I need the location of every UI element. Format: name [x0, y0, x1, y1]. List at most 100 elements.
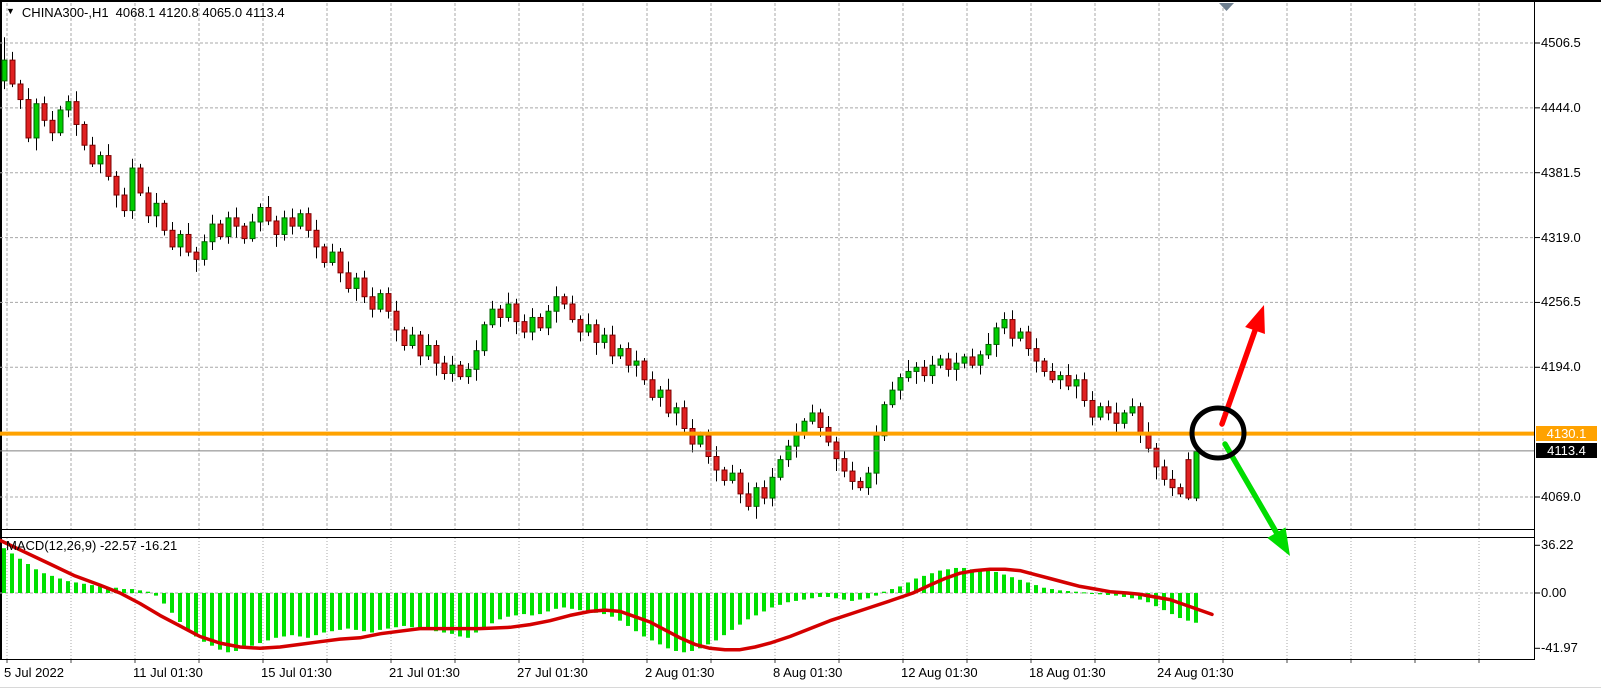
macd-histogram-bar — [282, 593, 286, 637]
macd-histogram-bar — [658, 593, 662, 645]
candle-bull — [873, 435, 880, 474]
macd-histogram-bar — [1162, 593, 1166, 611]
macd-histogram-bar — [1122, 593, 1126, 597]
candle-bear — [49, 119, 56, 134]
candle-bull — [201, 241, 208, 260]
candle-bull — [449, 364, 456, 375]
candle-bull — [409, 334, 416, 346]
candle-bear — [305, 213, 312, 231]
macd-histogram-bar — [842, 593, 846, 600]
macd-histogram-bar — [970, 569, 974, 593]
candle-bull — [617, 348, 624, 357]
candle-bull — [225, 217, 232, 238]
candle-bear — [1137, 406, 1144, 435]
macd-histogram-bar — [690, 593, 694, 651]
candle-bull — [633, 360, 640, 366]
macd-histogram-bar — [146, 591, 150, 593]
macd-histogram-bar — [130, 589, 134, 593]
candle-bear — [849, 470, 856, 482]
macd-histogram-bar — [1154, 593, 1158, 607]
macd-histogram-bar — [90, 585, 94, 593]
macd-histogram-bar — [210, 593, 214, 646]
macd-histogram-bar — [618, 593, 622, 621]
price-axis-label: 4319.0 — [1541, 229, 1581, 245]
macd-histogram-bar — [394, 593, 398, 628]
macd-histogram-bar — [962, 567, 966, 593]
macd-histogram-bar — [74, 582, 78, 593]
candle-bull — [209, 223, 216, 243]
candle-bear — [1145, 433, 1152, 449]
orange-line-price-badge: 4130.1 — [1536, 426, 1597, 442]
candle-bear — [665, 389, 672, 414]
macd-histogram-bar — [194, 593, 198, 637]
candle-bull — [1097, 406, 1104, 418]
candle-bull — [865, 472, 872, 489]
sell-arrow-head[interactable] — [1267, 527, 1290, 556]
candle-bull — [1057, 375, 1064, 381]
candle-bull — [97, 155, 104, 165]
object-anchor-icon[interactable] — [1219, 3, 1234, 11]
highlight-circle[interactable] — [1189, 405, 1247, 461]
macd-histogram-bar — [554, 593, 558, 609]
macd-histogram-bar — [402, 593, 406, 626]
macd-histogram-bar — [426, 593, 430, 630]
candle-bear — [497, 308, 504, 318]
macd-histogram-bar — [474, 593, 478, 633]
candle-bear — [121, 194, 128, 212]
price-axis-label: 4381.5 — [1541, 164, 1581, 180]
macd-histogram-bar — [2, 548, 6, 593]
candle-bear — [745, 493, 752, 507]
macd-histogram-bar — [10, 553, 14, 593]
macd-histogram-bar — [778, 593, 782, 605]
candle-bear — [1033, 348, 1040, 362]
macd-histogram-bar — [1146, 593, 1150, 603]
macd-histogram-bar — [330, 593, 334, 632]
macd-histogram-bar — [290, 593, 294, 636]
candle-bear — [89, 144, 96, 165]
macd-histogram-bar — [458, 593, 462, 637]
macd-name: MACD(12,26,9) — [6, 538, 97, 553]
macd-histogram-bar — [1082, 592, 1086, 594]
candle-bear — [1185, 459, 1192, 499]
macd-histogram-bar — [1002, 574, 1006, 593]
macd-histogram-bar — [450, 593, 454, 634]
macd-indicator-label: MACD(12,26,9) -22.57 -16.21 — [6, 538, 177, 553]
candle-bull — [929, 364, 936, 377]
macd-histogram-bar — [746, 593, 750, 620]
candle-bear — [1049, 370, 1056, 381]
symbol-timeframe-label: CHINA300-,H1 — [21, 5, 109, 20]
candle-bear — [321, 246, 328, 263]
buy-arrow-head[interactable] — [1245, 305, 1265, 334]
candle-bear — [9, 59, 16, 85]
macd-histogram-bar — [530, 593, 534, 616]
macd-histogram-bar — [1138, 593, 1142, 600]
candle-bull — [129, 167, 136, 212]
candle-bear — [169, 229, 176, 248]
candle-bear — [841, 458, 848, 472]
candle-bear — [561, 296, 568, 305]
macd-histogram-bar — [154, 593, 158, 596]
macd-histogram-bar — [314, 593, 318, 636]
candle-bull — [473, 350, 480, 370]
macd-histogram-bar — [786, 593, 790, 603]
candle-bear — [81, 123, 88, 146]
candle-bull — [281, 217, 288, 235]
macd-histogram-bar — [610, 593, 614, 617]
symbol-collapse-icon[interactable]: ▼ — [6, 6, 15, 16]
candle-bear — [401, 329, 408, 346]
macd-histogram-bar — [346, 593, 350, 629]
candle-bear — [593, 324, 600, 343]
macd-histogram-bar — [58, 578, 62, 593]
candle-bull — [753, 487, 760, 507]
macd-histogram-bar — [506, 593, 510, 617]
candle-bull — [529, 316, 536, 333]
candle-bear — [25, 99, 32, 139]
sell-arrow-line[interactable] — [1222, 441, 1280, 536]
macd-histogram-bar — [706, 593, 710, 645]
macd-histogram-bar — [922, 575, 926, 593]
macd-histogram-bar — [906, 582, 910, 593]
candle-bear — [17, 83, 24, 101]
macd-histogram-bar — [602, 593, 606, 615]
